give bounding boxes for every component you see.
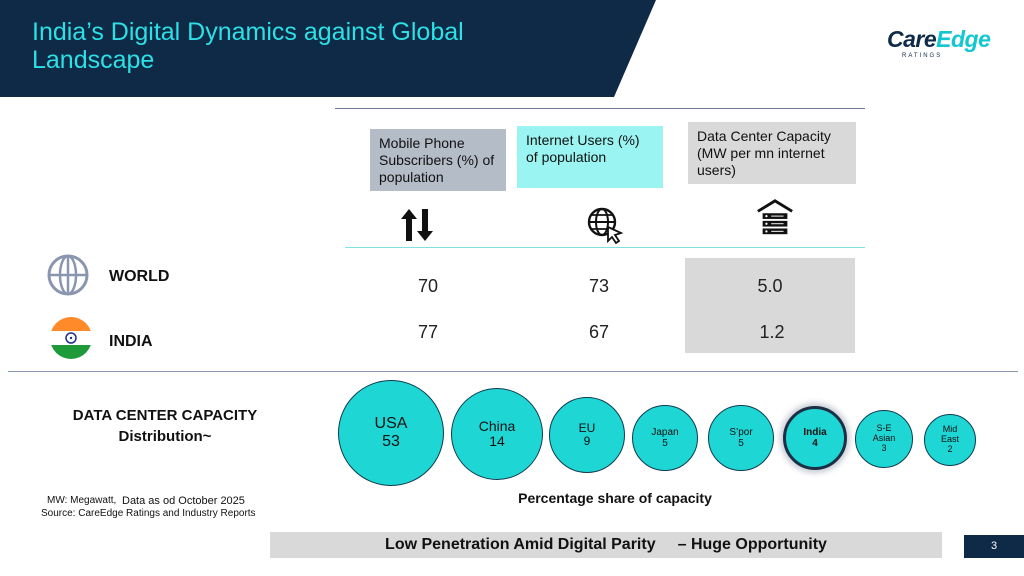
- bubble-se-asian: S-E Asian 3: [855, 410, 913, 468]
- bubble-usa: USA 53: [338, 380, 444, 486]
- india-flag-icon: [50, 317, 92, 359]
- column-header-mobile: Mobile Phone Subscribers (%) of populati…: [370, 129, 506, 191]
- world-datacenter-value: 5.0: [757, 276, 783, 296]
- datacenter-values-box: [685, 258, 855, 353]
- bubble-japan: Japan 5: [632, 405, 698, 471]
- bubble-china: China 14: [451, 388, 543, 480]
- conclusion-banner: Low Penetration Amid Digital Parity – Hug…: [270, 532, 942, 558]
- globe-icon: [47, 254, 89, 296]
- bubble-mid-east: Mid East 2: [924, 414, 976, 466]
- header-band: [0, 0, 656, 97]
- page-number: 3: [964, 535, 1024, 558]
- note-source: Source: CareEdge Ratings and Industry Re…: [41, 508, 256, 519]
- row-label-world: WORLD: [109, 268, 170, 285]
- section-separator: [8, 371, 1018, 372]
- bubble-india: India 4: [783, 406, 847, 470]
- slide-title: India’s Digital Dynamics against Global …: [32, 18, 592, 74]
- banner-left-text: Low Penetration Amid Digital Parity: [385, 536, 656, 553]
- banner-right-text: – Huge Opportunity: [677, 536, 827, 553]
- slide-title-line2: Landscape: [32, 46, 155, 74]
- distribution-title-line1: DATA CENTER CAPACITY: [72, 407, 258, 424]
- bubble-eu: EU 9: [549, 397, 625, 473]
- india-datacenter-value: 1.2: [759, 322, 785, 342]
- logo-subtitle: RATINGS: [902, 53, 943, 59]
- row-label-india: INDIA: [109, 333, 153, 350]
- arrows-up-down-icon: [401, 209, 433, 241]
- slide-title-line1: India’s Digital Dynamics against Global: [32, 18, 464, 46]
- note-date: Data as od October 2025: [122, 495, 245, 507]
- world-internet-value: 73: [588, 276, 610, 296]
- server-house-icon: [757, 199, 793, 235]
- table-top-rule: [335, 108, 865, 109]
- india-mobile-value: 77: [417, 322, 439, 342]
- column-header-internet: Internet Users (%) of population: [517, 126, 663, 188]
- note-mw: MW: Megawatt,: [47, 495, 117, 506]
- world-mobile-value: 70: [417, 276, 439, 296]
- globe-cursor-icon: [587, 207, 624, 245]
- column-header-datacenter: Data Center Capacity (MW per mn internet…: [688, 122, 856, 184]
- bubble-singapore: S’por 5: [708, 405, 774, 471]
- logo-wordmark: CareEdge: [887, 26, 991, 52]
- distribution-title-line2: Distribution~: [118, 428, 212, 445]
- careedge-logo: CareEdge RATINGS: [887, 26, 1007, 60]
- share-label: Percentage share of capacity: [518, 490, 712, 506]
- distribution-title: DATA CENTER CAPACITY Distribution~: [40, 405, 290, 447]
- table-header-rule: [345, 247, 865, 248]
- india-internet-value: 67: [588, 322, 610, 342]
